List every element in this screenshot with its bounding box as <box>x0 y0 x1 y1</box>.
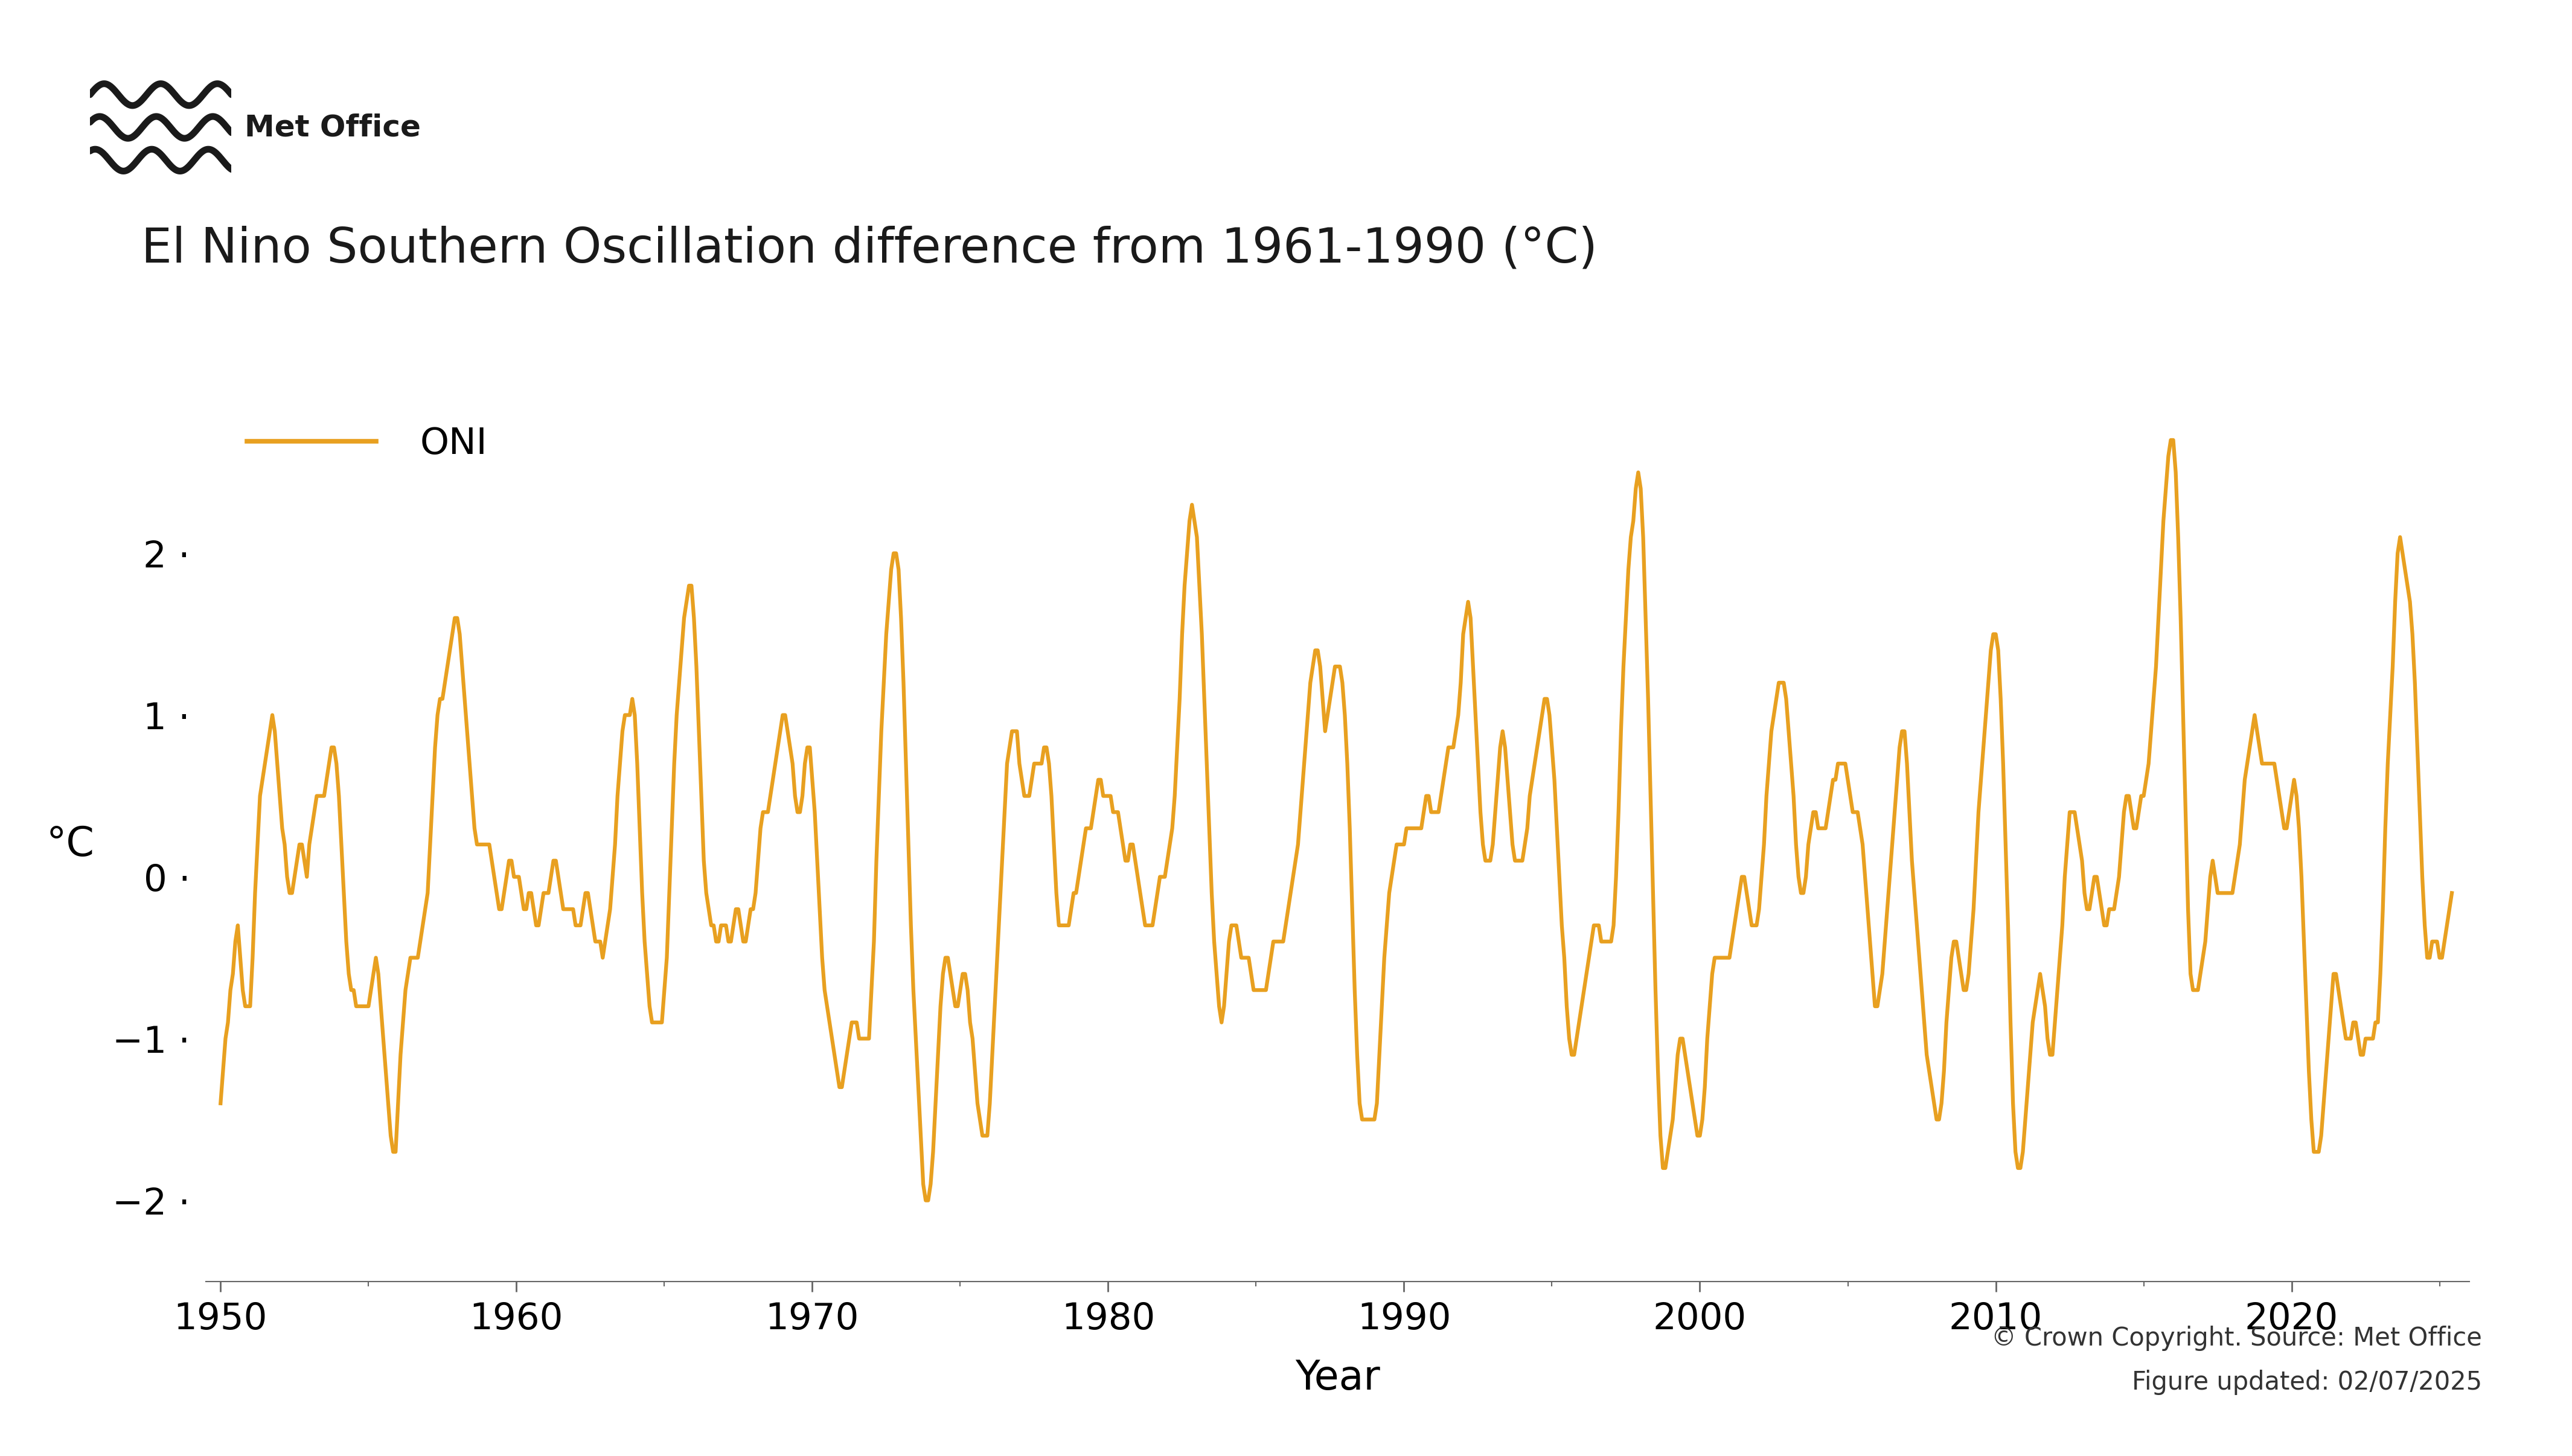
ONI <box>2155 431 2186 448</box>
ONI <box>885 609 916 626</box>
Y-axis label: °C: °C <box>46 824 95 865</box>
ONI <box>1134 917 1165 935</box>
Legend: ONI: ONI <box>247 427 489 462</box>
ONI <box>206 1095 237 1112</box>
X-axis label: Year: Year <box>1294 1358 1381 1398</box>
ONI <box>211 1029 242 1047</box>
Text: Figure updated: 02/07/2025: Figure updated: 02/07/2025 <box>2132 1370 2482 1395</box>
Text: © Crown Copyright. Source: Met Office: © Crown Copyright. Source: Met Office <box>1991 1326 2482 1351</box>
ONI <box>1687 1111 1718 1128</box>
ONI <box>396 949 427 967</box>
ONI <box>2436 884 2467 901</box>
ONI <box>910 1191 941 1208</box>
ONI <box>2186 965 2217 983</box>
Text: Met Office: Met Office <box>244 114 422 141</box>
Text: El Nino Southern Oscillation difference from 1961-1990 (°C): El Nino Southern Oscillation difference … <box>141 226 1597 272</box>
Line: ONI: ONI <box>221 440 2451 1200</box>
